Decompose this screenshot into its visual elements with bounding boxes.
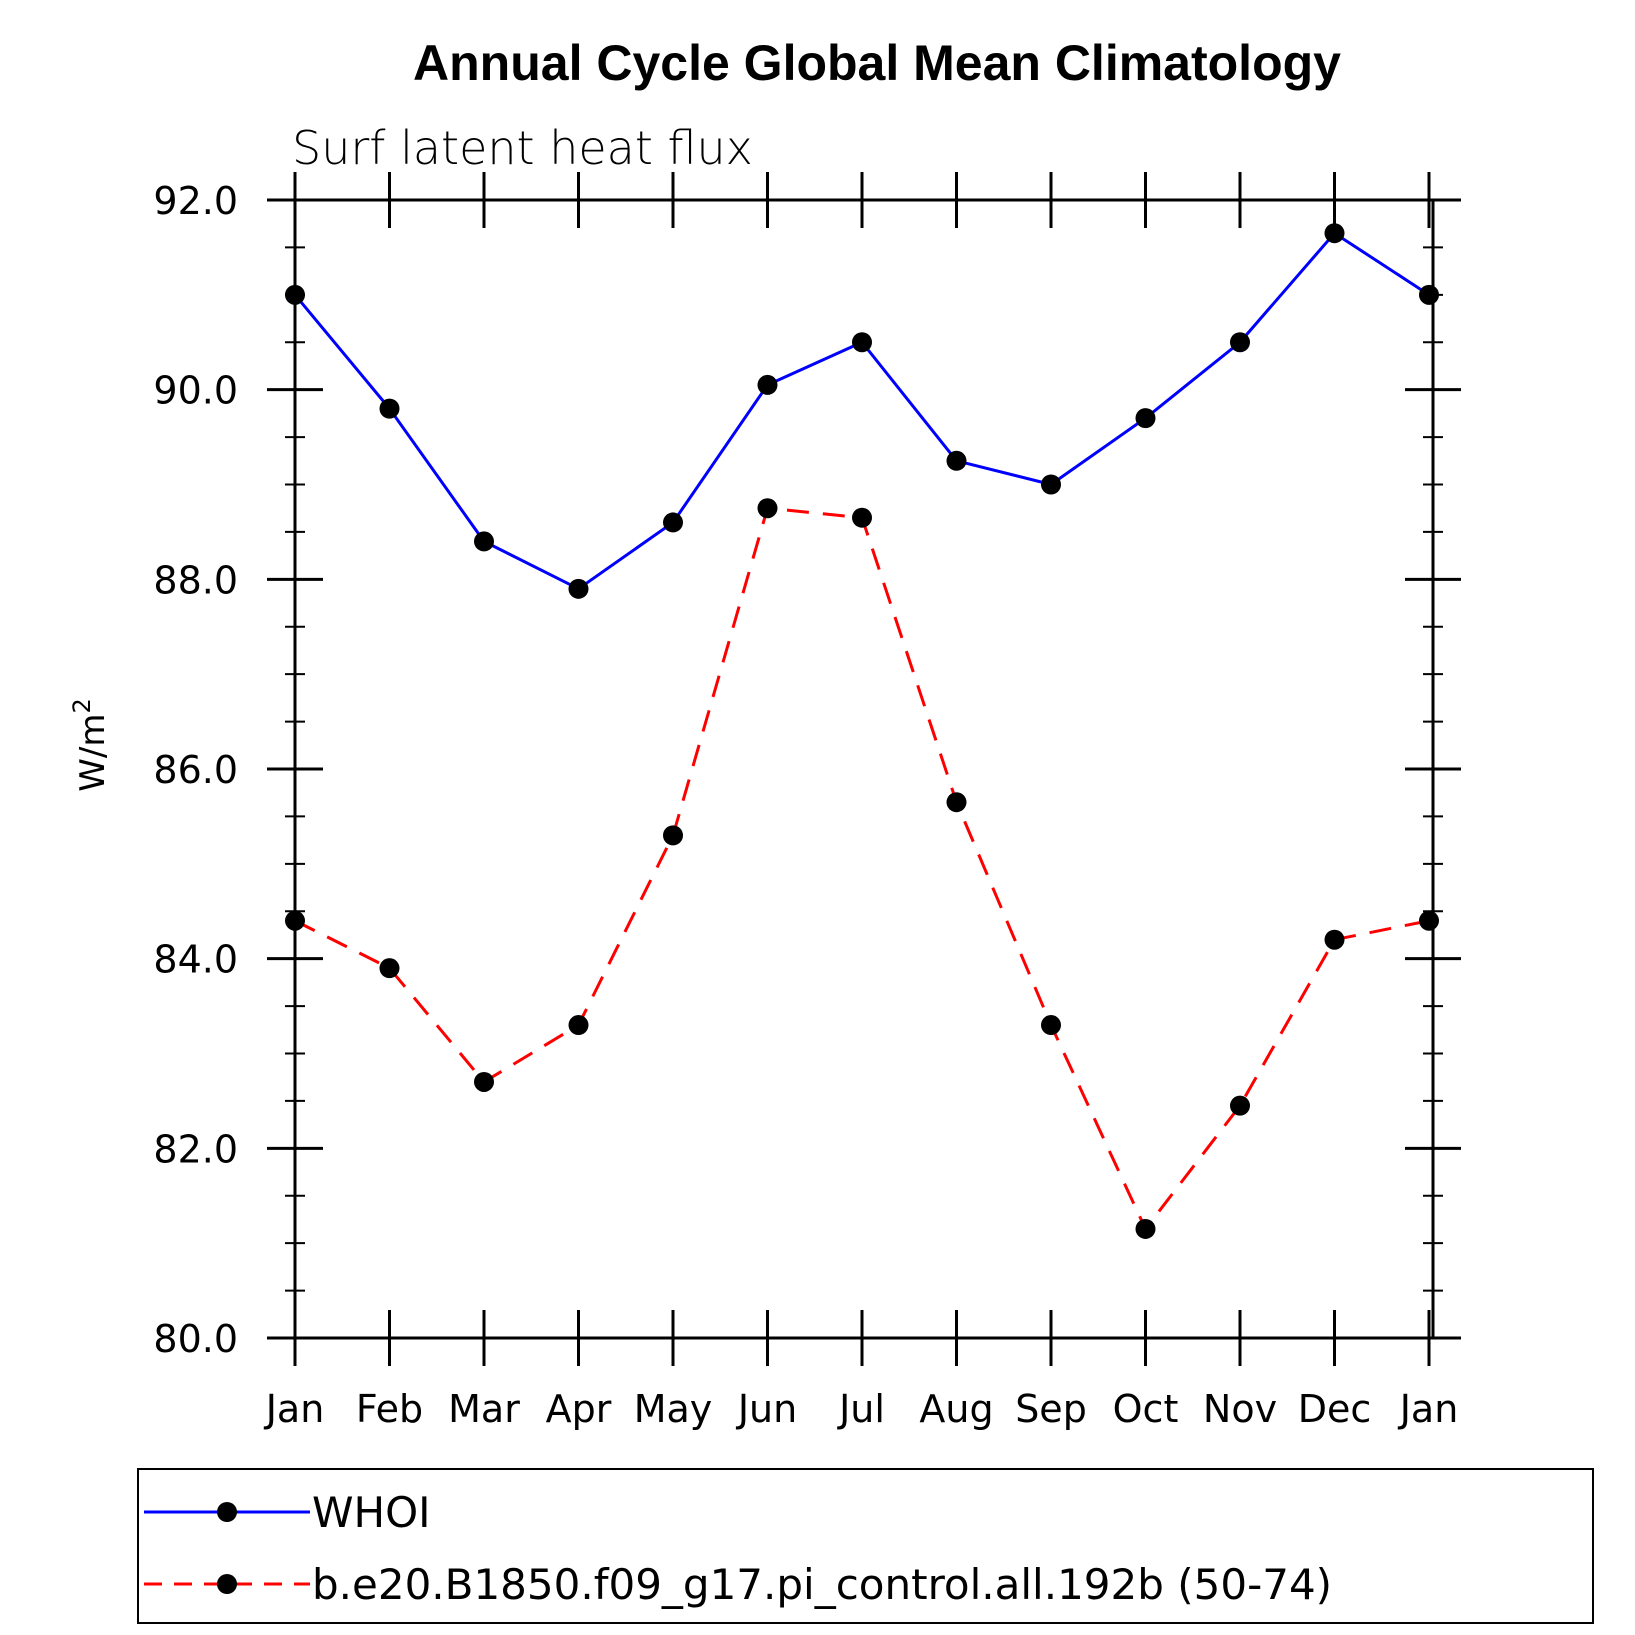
y-tick-label: 86.0 bbox=[153, 748, 238, 792]
data-point-s0-9 bbox=[1135, 408, 1156, 429]
y-tick-label: 80.0 bbox=[153, 1317, 238, 1361]
legend-box bbox=[137, 1468, 1594, 1624]
data-point-s0-0 bbox=[285, 284, 305, 305]
legend-marker-whoi bbox=[217, 1502, 237, 1522]
data-point-s1-12 bbox=[1419, 910, 1439, 931]
x-tick-label: Mar bbox=[448, 1387, 520, 1431]
data-point-s0-1 bbox=[379, 398, 400, 419]
x-tick-labels: Jan Feb Mar Apr May Jun Jul Aug Sep Oct Nov Dec Jan bbox=[264, 1387, 1459, 1431]
x-tick-label: Sep bbox=[1015, 1387, 1087, 1431]
chart-subtitle: Surf latent heat flux bbox=[292, 121, 753, 175]
legend-label-whoi: WHOI bbox=[312, 1488, 431, 1537]
x-tick-label: Jan bbox=[1398, 1387, 1459, 1431]
data-point-s1-11 bbox=[1324, 929, 1345, 950]
data-point-s0-10 bbox=[1230, 332, 1250, 353]
x-tick-label: Nov bbox=[1203, 1387, 1277, 1431]
y-tick-label: 84.0 bbox=[153, 938, 238, 982]
y-tick-label: 88.0 bbox=[153, 558, 238, 602]
x-tick-label: Jun bbox=[736, 1387, 797, 1431]
legend-label-model: b.e20.B1850.f09_g17.pi_control.all.192b … bbox=[312, 1560, 1332, 1609]
series-line-1 bbox=[294, 506, 1430, 1232]
data-point-s0-3 bbox=[568, 578, 589, 599]
y-tick-label: 92.0 bbox=[153, 179, 238, 223]
series-line-0 bbox=[293, 231, 1430, 591]
x-tick-label: May bbox=[634, 1387, 713, 1431]
legend-marker-model bbox=[217, 1574, 237, 1594]
data-point-s1-0 bbox=[285, 910, 305, 931]
axis-ticks bbox=[267, 172, 1461, 1366]
data-point-s1-9 bbox=[1135, 1218, 1156, 1239]
data-point-s1-2 bbox=[474, 1071, 494, 1092]
data-point-s0-11 bbox=[1324, 223, 1345, 244]
x-tick-label: Aug bbox=[919, 1387, 993, 1431]
data-point-s0-7 bbox=[946, 450, 967, 471]
data-point-s0-6 bbox=[852, 332, 872, 353]
y-axis-label: W/m2 bbox=[68, 698, 113, 791]
data-point-s1-7 bbox=[946, 792, 967, 813]
data-point-s1-5 bbox=[757, 498, 778, 519]
data-point-s0-12 bbox=[1419, 284, 1439, 305]
data-point-s1-3 bbox=[568, 1015, 589, 1036]
x-tick-label: Jul bbox=[837, 1387, 885, 1431]
x-tick-label: Feb bbox=[356, 1387, 423, 1431]
data-point-s0-2 bbox=[474, 531, 494, 552]
x-tick-label: Apr bbox=[546, 1387, 612, 1431]
series-layer bbox=[285, 223, 1439, 1239]
chart-title: Annual Cycle Global Mean Climatology bbox=[413, 35, 1341, 91]
x-tick-label: Jan bbox=[264, 1387, 325, 1431]
y-tick-label: 90.0 bbox=[153, 369, 238, 413]
data-point-s0-4 bbox=[663, 512, 683, 533]
data-point-s0-8 bbox=[1041, 474, 1061, 495]
legend: WHOI b.e20.B1850.f09_g17.pi_control.all.… bbox=[137, 1468, 1594, 1624]
y-tick-label: 82.0 bbox=[153, 1127, 238, 1171]
x-tick-label: Dec bbox=[1298, 1387, 1372, 1431]
plot-frame bbox=[293, 198, 1435, 1340]
x-tick-label: Oct bbox=[1113, 1387, 1179, 1431]
data-point-s1-1 bbox=[379, 958, 400, 979]
data-point-s1-4 bbox=[663, 825, 683, 846]
data-point-s1-6 bbox=[852, 507, 872, 528]
y-tick-labels: 80.0 82.0 84.0 86.0 88.0 90.0 92.0 bbox=[153, 179, 238, 1361]
data-point-s1-8 bbox=[1041, 1015, 1061, 1036]
data-point-s1-10 bbox=[1230, 1095, 1250, 1116]
data-point-s0-5 bbox=[757, 374, 778, 395]
